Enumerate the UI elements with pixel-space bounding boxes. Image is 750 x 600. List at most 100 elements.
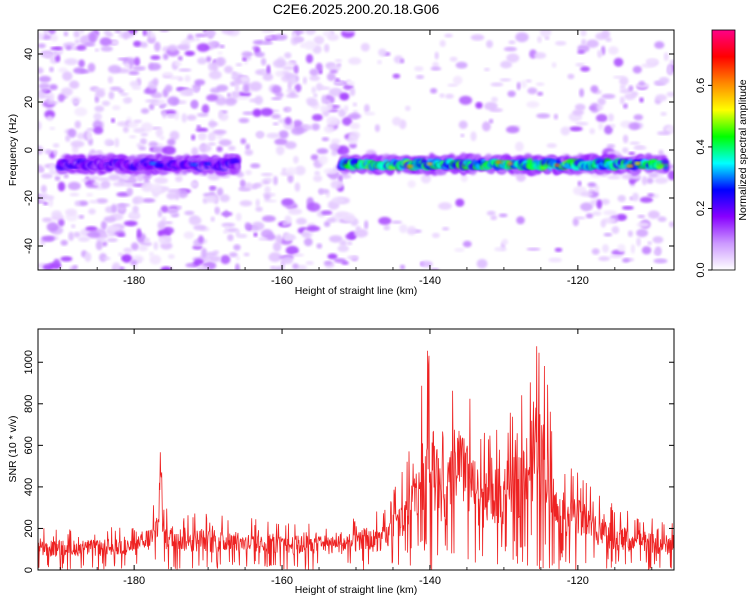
heatmap-noise-cell bbox=[516, 82, 521, 90]
heatmap-noise-cell bbox=[313, 175, 323, 182]
heatmap-noise-cell bbox=[72, 100, 79, 104]
heatmap-noise-cell bbox=[227, 234, 234, 242]
heatmap-noise-cell bbox=[604, 125, 613, 135]
snr-y-axis: 0 200 400 600 800 1000 bbox=[23, 350, 674, 573]
heatmap-noise-cell bbox=[378, 48, 387, 57]
heatmap-noise-cell bbox=[206, 56, 212, 63]
heatmap-noise-cell bbox=[252, 40, 264, 45]
heatmap-noise-cell bbox=[174, 60, 182, 67]
heatmap-noise-cell bbox=[114, 137, 120, 148]
heatmap-noise-cell bbox=[275, 70, 284, 77]
heatmap-noise-cell bbox=[572, 217, 579, 227]
heatmap-noise-cell bbox=[169, 130, 180, 141]
heatmap-noise-cell bbox=[639, 196, 654, 203]
heatmap-noise-cell bbox=[526, 247, 541, 251]
heatmap-noise-cell bbox=[217, 51, 223, 55]
heatmap-noise-cell bbox=[250, 163, 261, 169]
heatmap-noise-cell bbox=[331, 138, 341, 144]
heatmap-noise-cell bbox=[255, 206, 263, 212]
heatmap-noise-cell bbox=[490, 82, 504, 87]
heatmap-noise-cell bbox=[72, 265, 78, 270]
heatmap-noise-cell bbox=[224, 97, 237, 106]
heatmap-noise-cell bbox=[231, 91, 240, 100]
heatmap-noise-cell bbox=[282, 256, 294, 265]
heatmap-noise-cell bbox=[328, 64, 341, 72]
heatmap-noise-cell bbox=[261, 229, 274, 239]
heatmap-noise-cell bbox=[103, 30, 111, 35]
heatmap-noise-cell bbox=[162, 53, 169, 60]
heatmap-noise-cell bbox=[349, 122, 361, 130]
heatmap-noise-cell bbox=[399, 264, 406, 270]
heatmap-noise-cell bbox=[406, 226, 417, 236]
heatmap-noise-cell bbox=[316, 243, 323, 249]
heatmap-noise-cell bbox=[186, 114, 197, 121]
heatmap-noise-cell bbox=[255, 198, 260, 208]
heatmap-noise-cell bbox=[86, 231, 101, 239]
heatmap-noise-cell bbox=[600, 198, 610, 205]
heatmap-noise-cell bbox=[273, 175, 278, 186]
heatmap-noise-cell bbox=[41, 173, 53, 179]
heatmap-noise-cell bbox=[595, 32, 607, 41]
heatmap-noise-cell bbox=[334, 78, 340, 82]
heatmap-noise-cell bbox=[245, 143, 250, 151]
heatmap-noise-cell bbox=[589, 128, 595, 135]
heatmap-noise-cell bbox=[263, 180, 270, 184]
heatmap-noise-cell bbox=[127, 121, 139, 129]
heatmap-noise-cell bbox=[68, 231, 74, 241]
heatmap-noise-cell bbox=[94, 95, 100, 103]
heatmap-band-peak bbox=[426, 162, 433, 166]
heatmap-noise-cell bbox=[57, 93, 65, 103]
heatmap-noise-cell bbox=[484, 102, 498, 111]
heatmap-noise-cell bbox=[324, 43, 330, 53]
heatmap-noise-cell bbox=[336, 145, 350, 156]
heatmap-noise-cell bbox=[196, 113, 209, 117]
heatmap-noise-cell bbox=[347, 255, 359, 260]
heatmap-noise-cell bbox=[652, 193, 659, 199]
heatmap-noise-cell bbox=[198, 143, 212, 153]
heatmap-noise-cell bbox=[287, 174, 294, 184]
heatmap-noise-cell bbox=[221, 30, 235, 35]
heatmap-noise-cell bbox=[589, 187, 594, 192]
heatmap-noise-cell bbox=[653, 258, 668, 264]
heatmap-noise-cell bbox=[101, 100, 111, 107]
heatmap-noise-cell bbox=[65, 45, 72, 51]
spectrogram-y-axis-title: Frequency (Hz) bbox=[7, 114, 19, 186]
heatmap-noise-cell bbox=[307, 100, 318, 107]
heatmap-noise-cell bbox=[278, 130, 289, 139]
heatmap-noise-cell bbox=[431, 232, 440, 238]
heatmap-noise-cell bbox=[577, 180, 582, 187]
heatmap-noise-cell bbox=[285, 167, 298, 176]
heatmap-noise-cell bbox=[601, 45, 606, 56]
heatmap-noise-cell bbox=[166, 209, 179, 214]
heatmap-noise-cell bbox=[119, 92, 129, 96]
heatmap-noise-cell bbox=[167, 44, 178, 52]
heatmap-noise-cell bbox=[128, 70, 140, 76]
heatmap-noise-cell bbox=[167, 188, 181, 194]
heatmap-noise-cell bbox=[580, 191, 593, 197]
heatmap-noise-cell bbox=[87, 62, 96, 73]
heatmap-noise-cell bbox=[315, 62, 323, 72]
heatmap-noise-cell bbox=[580, 66, 591, 72]
heatmap-noise-cell bbox=[221, 222, 236, 228]
heatmap-noise-cell bbox=[348, 57, 362, 65]
heatmap-noise-cell bbox=[149, 103, 155, 111]
heatmap-noise-cell bbox=[665, 125, 674, 133]
heatmap-noise-cell bbox=[53, 50, 58, 57]
heatmap-noise-cell bbox=[313, 93, 318, 98]
heatmap-noise-cell bbox=[196, 43, 210, 52]
heatmap-noise-cell bbox=[159, 30, 170, 33]
heatmap-noise-cell bbox=[141, 182, 154, 193]
heatmap-noise-cell bbox=[506, 53, 520, 63]
heatmap-noise-cell bbox=[657, 131, 670, 136]
heatmap-noise-cell bbox=[38, 82, 51, 90]
heatmap-noise-cell bbox=[654, 177, 669, 184]
heatmap-noise-cell bbox=[603, 232, 613, 237]
heatmap-noise-cell bbox=[63, 173, 69, 179]
heatmap-noise-cell bbox=[537, 36, 542, 43]
heatmap-noise-cell bbox=[196, 125, 201, 129]
colorbar-tick-label: 0.0 bbox=[695, 262, 707, 277]
heatmap-noise-cell bbox=[272, 122, 279, 126]
heatmap-noise-cell bbox=[166, 114, 176, 118]
heatmap-noise-cell bbox=[638, 80, 645, 86]
heatmap-noise-cell bbox=[306, 225, 321, 232]
